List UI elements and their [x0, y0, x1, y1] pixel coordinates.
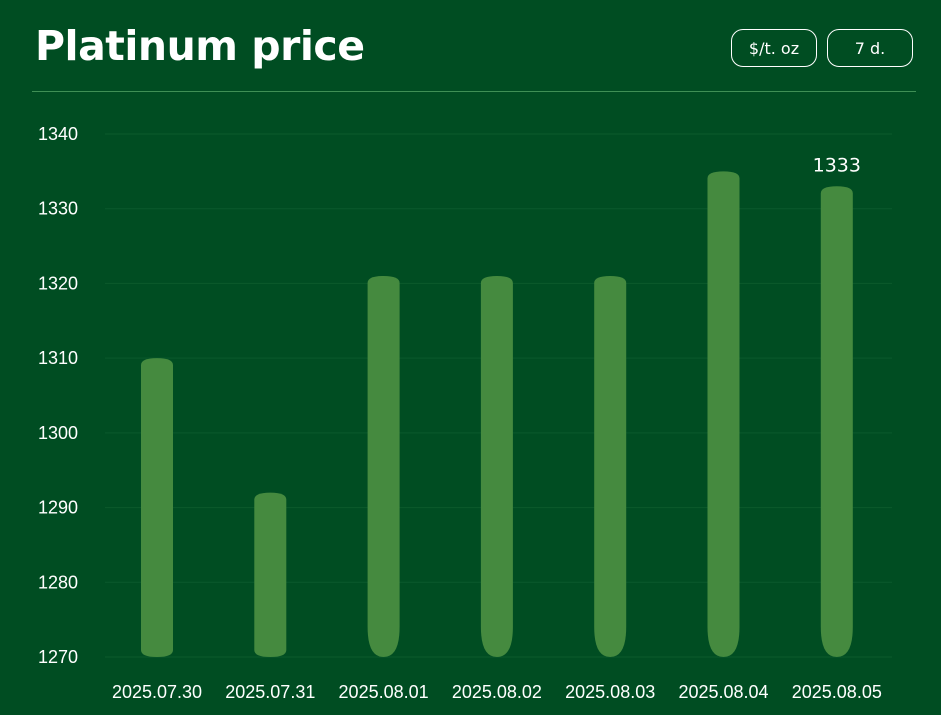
unit-toggle-button[interactable]: $/t. oz: [731, 29, 817, 67]
bar-2025.08.04[interactable]: [707, 171, 740, 657]
y-tick-label: 1280: [38, 572, 78, 592]
y-tick-label: 1270: [38, 647, 78, 667]
x-tick-label: 2025.08.02: [452, 682, 542, 702]
chart-toggles: $/t. oz 7 d.: [731, 29, 913, 67]
period-toggle-button[interactable]: 7 d.: [827, 29, 913, 67]
x-tick-label: 2025.08.03: [565, 682, 655, 702]
x-tick-label: 2025.07.31: [225, 682, 315, 702]
page-title: Platinum price: [35, 22, 365, 70]
y-tick-label: 1290: [38, 498, 78, 518]
bar-2025.07.30[interactable]: [141, 358, 173, 657]
y-tick-label: 1320: [38, 273, 78, 293]
y-tick-label: 1310: [38, 348, 78, 368]
y-tick-label: 1340: [38, 124, 78, 144]
data-label: 1333: [813, 154, 861, 176]
bar-2025.08.05[interactable]: [820, 186, 853, 658]
y-tick-label: 1300: [38, 423, 78, 443]
bar-2025.08.03[interactable]: [594, 275, 627, 657]
x-tick-label: 2025.08.01: [339, 682, 429, 702]
chart-header: Platinum price $/t. oz 7 d.: [0, 0, 941, 92]
y-tick-label: 1330: [38, 199, 78, 219]
x-tick-label: 2025.07.30: [112, 682, 202, 702]
bar-2025.08.01[interactable]: [367, 275, 400, 657]
bar-2025.07.31[interactable]: [254, 492, 287, 657]
bar-2025.08.02[interactable]: [480, 275, 513, 657]
x-tick-label: 2025.08.04: [678, 682, 768, 702]
header-divider: [32, 91, 916, 92]
x-tick-label: 2025.08.05: [792, 682, 882, 702]
